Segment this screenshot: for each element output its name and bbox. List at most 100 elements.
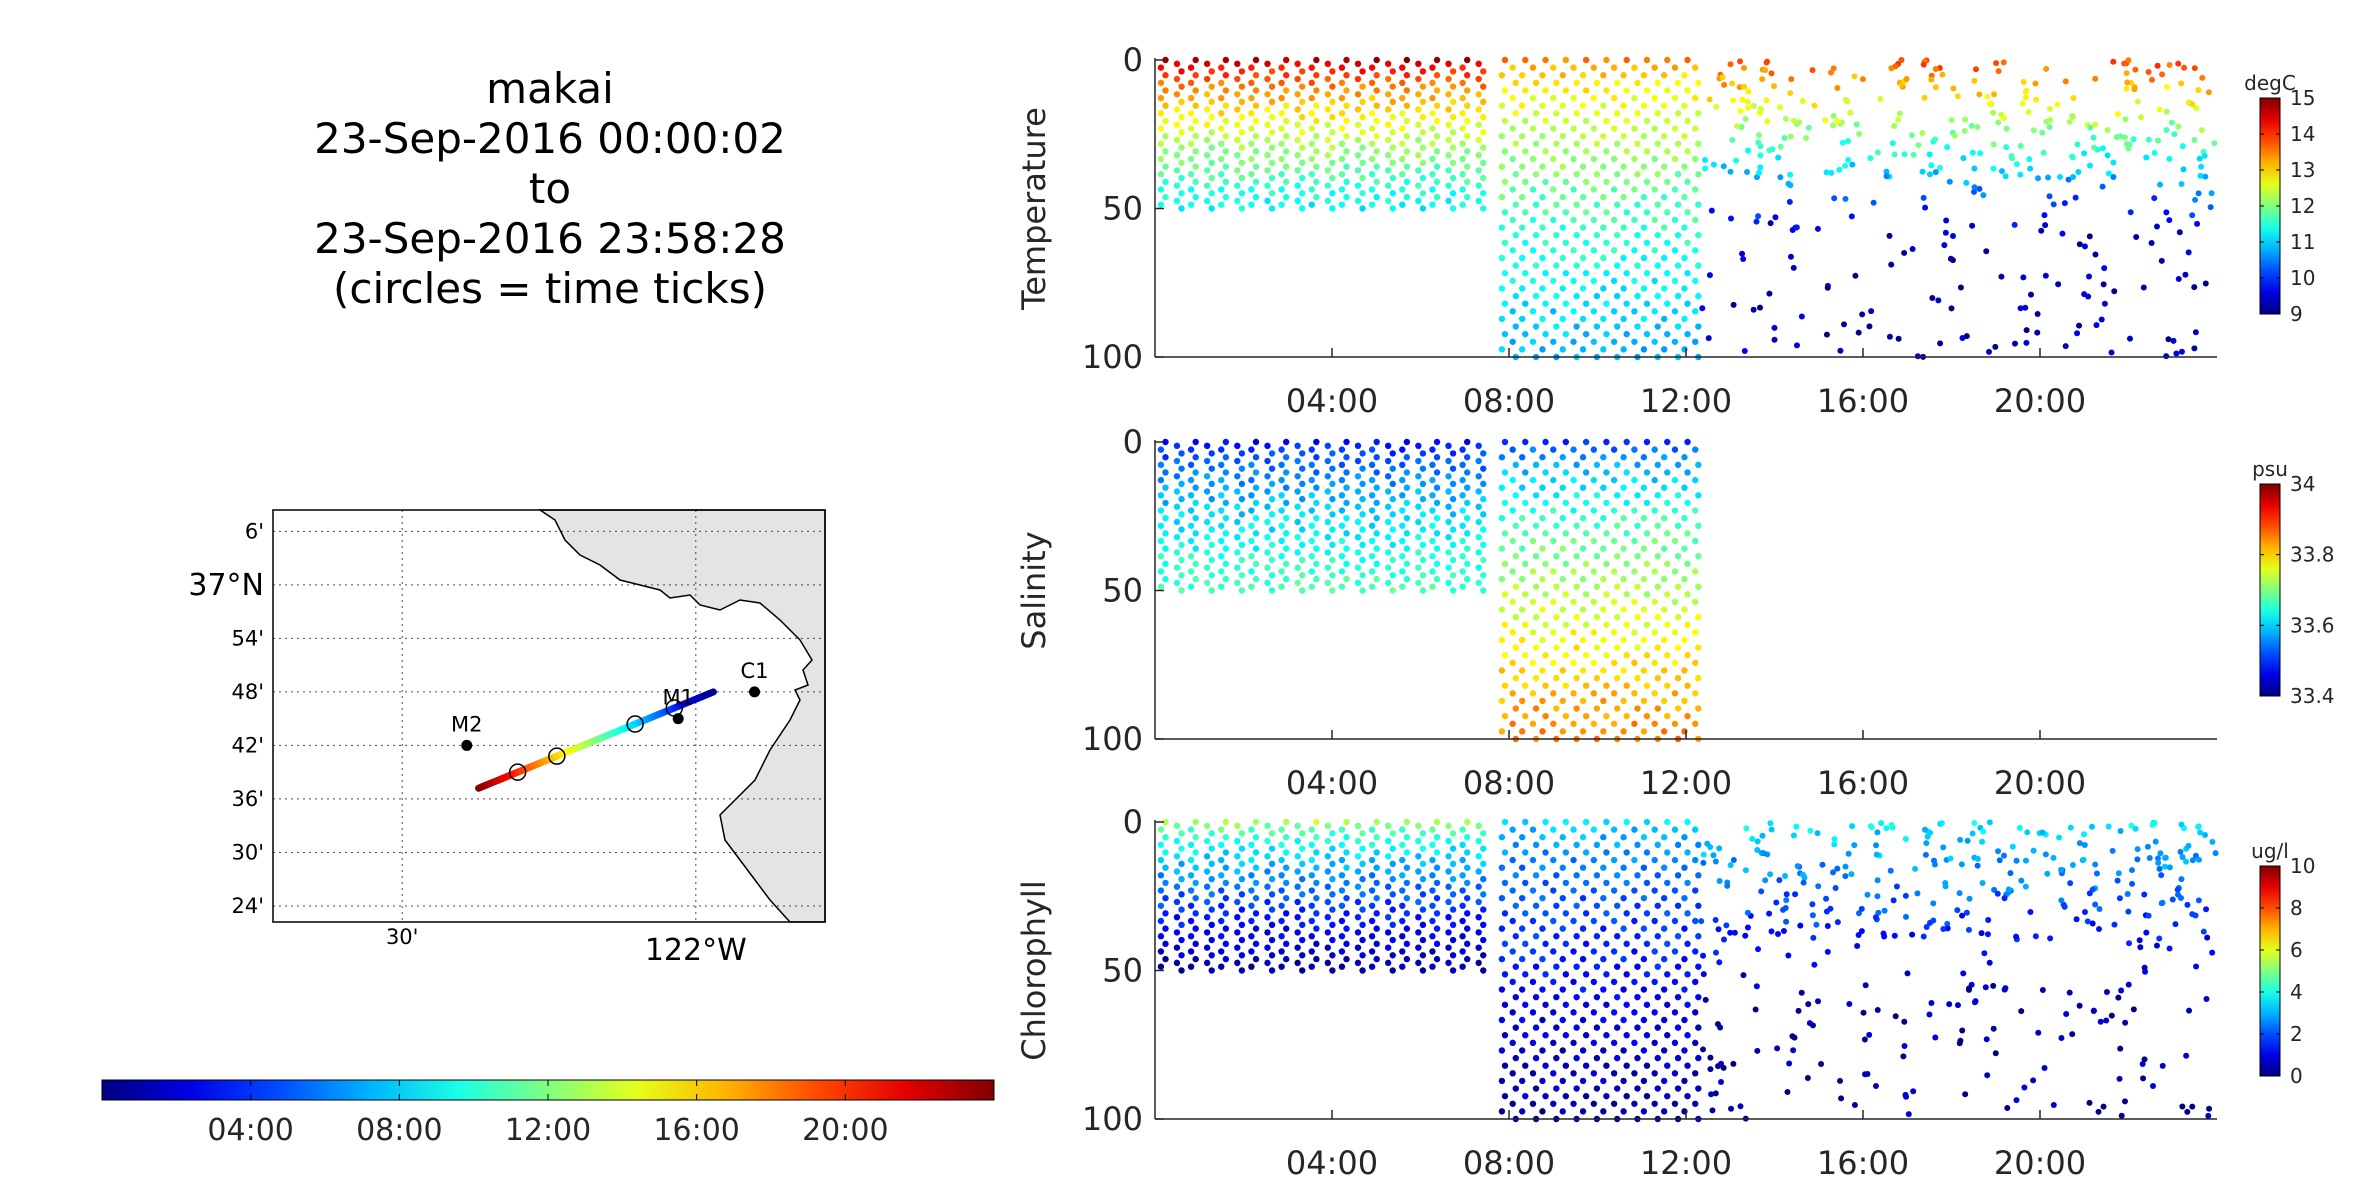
data-point — [2023, 327, 2030, 334]
data-point — [1518, 1077, 1526, 1085]
data-point — [1178, 572, 1185, 579]
data-point — [1403, 102, 1411, 109]
data-point — [1579, 545, 1587, 552]
data-point — [1512, 1024, 1519, 1031]
data-point — [2158, 257, 2165, 264]
colorbar-tick-label: 6 — [2290, 938, 2303, 962]
y-tick-label: 50 — [1102, 952, 1143, 990]
data-point — [1593, 872, 1601, 879]
data-point — [1464, 117, 1471, 125]
data-point — [1762, 67, 1769, 74]
data-point — [1922, 851, 1929, 858]
data-point — [1671, 1070, 1679, 1077]
data-point — [1692, 856, 1699, 864]
data-point — [1252, 575, 1260, 583]
x-tick-label: 12:00 — [1640, 1144, 1732, 1181]
data-point — [1299, 875, 1306, 883]
data-point — [1162, 864, 1169, 871]
data-point — [1222, 102, 1230, 109]
colorbar-tick-label: 9 — [2290, 302, 2303, 326]
data-point — [2001, 895, 2008, 902]
data-point — [1268, 144, 1276, 151]
data-point — [1389, 174, 1396, 182]
data-point — [1634, 933, 1641, 940]
data-point — [1162, 818, 1169, 826]
data-point — [1692, 1039, 1699, 1047]
data-point — [1498, 1077, 1506, 1085]
data-point — [2166, 217, 2173, 224]
data-point — [1579, 697, 1587, 705]
data-point — [1651, 887, 1658, 894]
data-point — [1338, 79, 1346, 87]
data-point — [1901, 249, 1908, 256]
data-point — [1654, 933, 1661, 940]
data-point — [1368, 446, 1376, 453]
data-point — [1579, 163, 1587, 170]
data-point — [1278, 522, 1285, 529]
data-point — [1529, 476, 1537, 484]
data-point — [1660, 132, 1668, 140]
data-point — [1222, 560, 1230, 568]
data-point — [2205, 89, 2212, 96]
data-point — [1674, 79, 1682, 87]
data-point — [1990, 982, 1997, 989]
data-point — [1593, 461, 1601, 469]
data-point — [1415, 106, 1422, 113]
data-point — [1294, 822, 1301, 830]
data-point — [1579, 346, 1587, 353]
data-point — [1651, 247, 1658, 254]
data-point — [1559, 514, 1566, 522]
title-line: to — [528, 164, 572, 213]
data-point — [1338, 507, 1346, 514]
data-point — [1522, 117, 1529, 125]
data-point — [2195, 823, 2202, 830]
data-point — [1623, 818, 1630, 826]
data-point — [1522, 1001, 1529, 1008]
data-point — [1593, 1024, 1601, 1031]
data-point — [1429, 856, 1436, 864]
data-point — [1264, 959, 1271, 967]
data-point — [1972, 66, 1979, 73]
data-point — [1593, 674, 1601, 682]
data-point — [1709, 1107, 1716, 1114]
data-point — [1512, 171, 1519, 178]
data-point — [1343, 56, 1350, 64]
data-point — [1501, 1001, 1509, 1008]
data-point — [1610, 186, 1618, 193]
data-point — [1419, 113, 1427, 121]
data-point — [1178, 495, 1185, 503]
data-point — [1542, 682, 1549, 689]
data-point — [1338, 856, 1346, 864]
data-point — [1415, 913, 1422, 921]
data-point — [1623, 469, 1630, 476]
data-point — [1459, 963, 1466, 970]
data-point — [1529, 94, 1537, 102]
data-point — [1985, 917, 1992, 924]
data-point — [1640, 514, 1648, 522]
data-point — [1603, 621, 1610, 628]
data-point — [1640, 545, 1648, 552]
data-point — [1475, 488, 1482, 495]
data-point — [1313, 879, 1320, 887]
data-point — [1858, 905, 1865, 912]
data-point — [1282, 72, 1290, 79]
data-point — [1974, 862, 1981, 869]
data-point — [1695, 553, 1702, 560]
data-point — [1252, 163, 1260, 170]
data-point — [1178, 936, 1185, 944]
data-point — [1590, 1100, 1598, 1107]
data-point — [1542, 239, 1549, 246]
data-point — [1664, 469, 1671, 476]
data-point — [1919, 129, 1926, 136]
data-point — [2092, 901, 2099, 908]
data-point — [1539, 894, 1546, 902]
data-point — [1654, 522, 1661, 529]
data-point — [1631, 948, 1638, 955]
data-point — [1698, 918, 1705, 925]
time-tick-circle — [626, 715, 644, 733]
data-point — [1954, 93, 1961, 100]
data-point — [1313, 849, 1320, 856]
data-point — [1532, 323, 1540, 330]
data-point — [1403, 148, 1411, 155]
data-point — [2091, 144, 2098, 151]
